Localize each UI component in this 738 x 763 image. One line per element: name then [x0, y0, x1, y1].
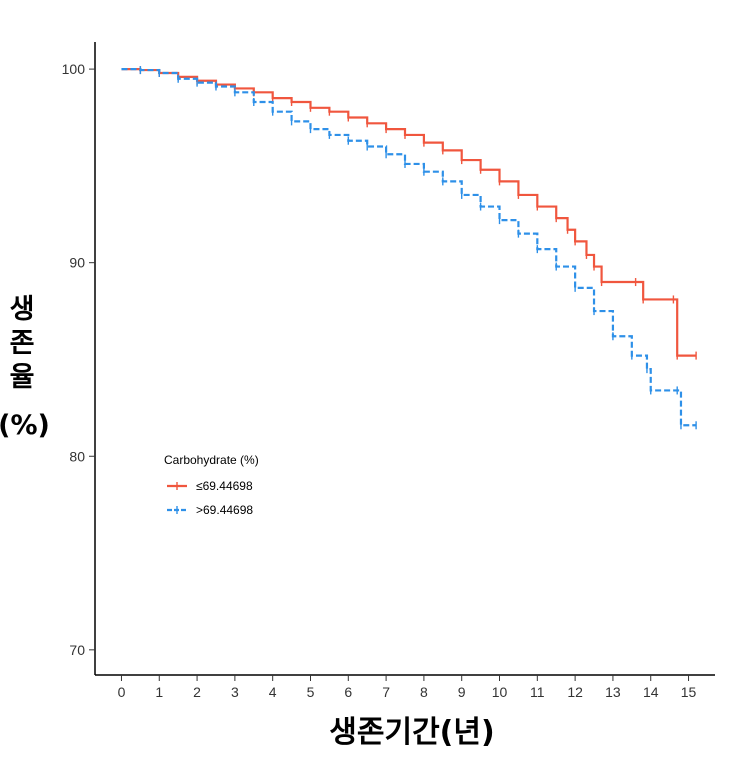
- x-axis-title: 생존기간(년): [329, 715, 494, 750]
- legend-items: ≤69.44698 >69.44698: [167, 479, 253, 517]
- legend-label: >69.44698: [196, 503, 253, 517]
- series-line-1: [121, 68, 697, 357]
- x-tick-label: 13: [605, 684, 621, 700]
- plot-marks: [121, 66, 697, 430]
- x-tick-label: 9: [458, 684, 466, 700]
- y-axis-title: 생 존 율 (%): [0, 294, 50, 441]
- y-axis-title-line-3: 율: [10, 362, 35, 393]
- x-tick-label: 5: [307, 684, 315, 700]
- x-tick-label: 10: [492, 684, 508, 700]
- legend: Carbohydrate (%) ≤69.44698 >69.44698: [164, 453, 259, 517]
- y-tick-label: 80: [69, 448, 85, 464]
- x-tick-label: 4: [269, 684, 277, 700]
- x-tick-label: 2: [193, 684, 201, 700]
- y-axis-title-line-2: 존: [10, 328, 35, 359]
- y-axis-title-line-4: (%): [0, 410, 50, 441]
- x-tick-label: 15: [681, 684, 697, 700]
- y-tick-label: 100: [62, 61, 86, 77]
- y-ticks: 70 80 90 100: [62, 61, 95, 658]
- x-tick-label: 14: [643, 684, 659, 700]
- legend-label: ≤69.44698: [196, 479, 253, 493]
- legend-title: Carbohydrate (%): [164, 453, 259, 467]
- x-ticks: 0 1 2 3 4 5 6 7 8 9 10 11 12 13 14 15: [118, 675, 697, 700]
- x-tick-label: 1: [155, 684, 163, 700]
- x-tick-label: 11: [530, 684, 545, 700]
- x-tick-label: 8: [420, 684, 428, 700]
- x-tick-label: 6: [344, 684, 352, 700]
- y-tick-label: 70: [69, 642, 85, 658]
- x-tick-label: 12: [567, 684, 583, 700]
- x-tick-label: 0: [118, 684, 126, 700]
- x-tick-label: 7: [382, 684, 390, 700]
- y-tick-label: 90: [69, 255, 85, 271]
- x-tick-label: 3: [231, 684, 239, 700]
- y-axis-title-line-1: 생: [10, 294, 35, 325]
- series-line-2: [121, 68, 697, 427]
